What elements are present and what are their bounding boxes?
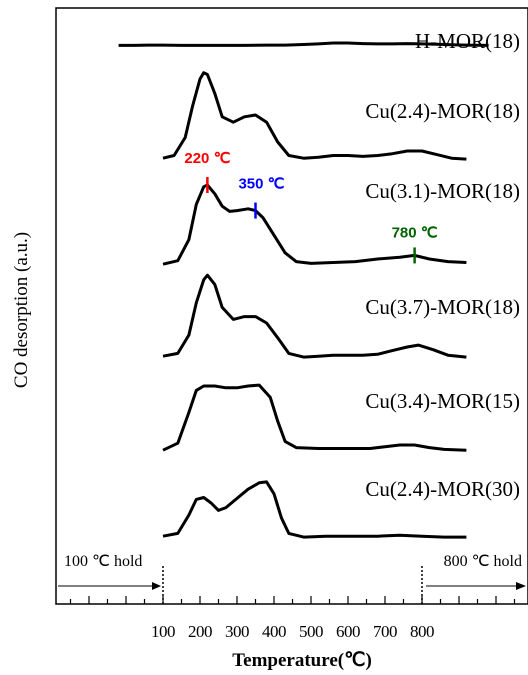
series-label: Cu(3.1)-MOR(18) [365,179,520,203]
hold-label: 100 ℃ hold [64,553,142,570]
series-label: Cu(3.4)-MOR(15) [365,389,520,413]
series-line [118,41,489,47]
series-layer [118,41,489,539]
peak-label: 220 ℃ [184,150,230,167]
hold-arrowhead [152,582,161,590]
series-line [162,71,467,161]
hold-layer: 100 ℃ hold 800 ℃ hold [58,553,526,604]
x-tick-label: 700 [373,622,397,641]
hold-label: 800 ℃ hold [444,553,522,570]
x-tick-label: 300 [225,622,249,641]
x-tick-label: 400 [262,622,286,641]
series-line [162,273,467,359]
series-label: H-MOR(18) [415,29,520,53]
hold-arrowhead [516,582,526,590]
series-label: Cu(2.4)-MOR(18) [365,99,520,123]
x-axis-title: Temperature(℃) [232,650,372,671]
series-label-layer: H-MOR(18) Cu(2.4)-MOR(18) Cu(3.1)-MOR(18) C… [365,29,520,501]
x-tick-label: 200 [188,622,212,641]
series-line [162,183,467,266]
series-line [162,383,467,452]
y-axis-title: CO desorption (a.u.) [11,232,32,388]
peak-label: 780 ℃ [392,224,438,241]
annotation-layer: 220 ℃ 350 ℃ 780 ℃ [184,150,438,264]
x-axis: 100 200 300 400 500 600 700 800 [69,596,516,641]
series-label: Cu(2.4)-MOR(30) [365,477,520,501]
x-tick-label: 600 [336,622,360,641]
x-tick-label: 800 [410,622,434,641]
x-tick-label: 100 [151,622,175,641]
series-label: Cu(3.7)-MOR(18) [365,295,520,319]
peak-label: 350 ℃ [238,176,284,193]
x-tick-label: 500 [299,622,323,641]
series-line [162,480,467,539]
